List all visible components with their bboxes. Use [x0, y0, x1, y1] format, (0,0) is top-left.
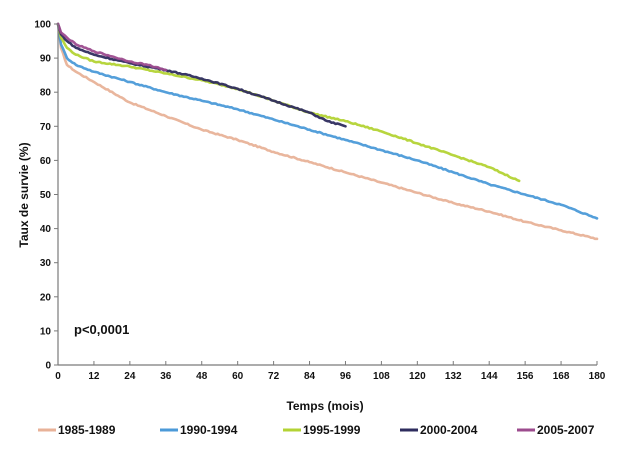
y-tick-label: 40	[40, 224, 52, 235]
y-tick-label: 50	[40, 190, 52, 201]
x-tick-label: 180	[589, 371, 606, 382]
p-value-annotation: p<0,0001	[74, 322, 129, 337]
x-tick-label: 0	[55, 371, 61, 382]
y-tick-label: 60	[40, 156, 52, 167]
x-tick-label: 12	[88, 371, 100, 382]
legend-label: 2005-2007	[537, 423, 595, 437]
y-tick-label: 0	[45, 361, 51, 372]
y-tick-label: 100	[34, 20, 51, 31]
x-axis-title: Temps (mois)	[286, 399, 363, 413]
y-tick-label: 90	[40, 54, 52, 65]
axes-layer	[57, 24, 597, 366]
series-line-2000-2004	[56, 22, 347, 128]
x-tick-label: 132	[445, 371, 462, 382]
y-ticks: 0 10 20 30 40 50 60 70 80 90 100	[34, 20, 58, 372]
y-tick-label: 70	[40, 122, 52, 133]
series-line-1985-1989	[56, 22, 599, 241]
x-tick-label: 60	[232, 371, 244, 382]
x-tick-label: 108	[373, 371, 390, 382]
y-axis-title: Taux de survie (%)	[17, 142, 31, 247]
x-tick-label: 48	[196, 371, 208, 382]
x-tick-label: 36	[160, 371, 172, 382]
x-tick-label: 72	[268, 371, 280, 382]
series-line-1990-1994	[56, 22, 599, 220]
y-tick-label: 20	[40, 292, 52, 303]
legend: 1985-1989 1990-1994 1995-1999 2000-2004 2005…	[38, 423, 595, 437]
legend-label: 2000-2004	[420, 423, 478, 437]
legend-label: 1985-1989	[58, 423, 116, 437]
x-tick-label: 156	[517, 371, 534, 382]
x-tick-label: 168	[553, 371, 570, 382]
series-line-2005-2007	[56, 22, 168, 72]
x-tick-label: 120	[409, 371, 426, 382]
y-tick-label: 30	[40, 258, 52, 269]
legend-label: 1995-1999	[303, 423, 361, 437]
y-tick-label: 10	[40, 326, 52, 337]
x-tick-label: 144	[481, 371, 498, 382]
x-tick-label: 96	[340, 371, 352, 382]
series-layer	[56, 22, 599, 241]
x-tick-label: 24	[124, 371, 136, 382]
x-ticks: 0 12 24 36 48 60 72 84 96 108 120 132 144 156 168 180	[55, 361, 606, 382]
x-tick-label: 84	[304, 371, 316, 382]
y-tick-label: 80	[40, 88, 52, 99]
legend-label: 1990-1994	[180, 423, 238, 437]
